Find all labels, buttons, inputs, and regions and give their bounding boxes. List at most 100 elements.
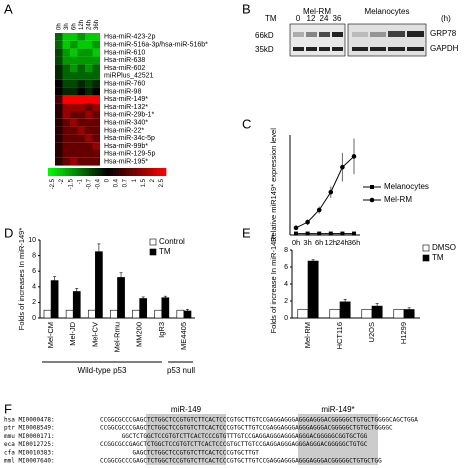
colorbar-cell (59, 168, 64, 176)
heat-cell (85, 79, 93, 88)
colorbar-label: 0 (105, 178, 111, 182)
colorbar-cell (151, 168, 155, 176)
heat-cell (85, 72, 93, 80)
legend-label: Control (159, 237, 185, 246)
heat-cell (92, 87, 100, 96)
heat-cell (62, 134, 70, 143)
bar (95, 251, 103, 319)
marker (316, 207, 322, 213)
legend-swatch (149, 238, 157, 246)
x-tick-label: 36h (348, 238, 361, 247)
heat-cell (77, 64, 85, 72)
marker (293, 225, 299, 231)
unit-label: (h) (441, 14, 451, 23)
colorbar-cell (77, 168, 81, 176)
heat-cell (92, 157, 100, 166)
bar (307, 260, 319, 319)
heat-cell (55, 40, 63, 49)
colorbar-cell (112, 168, 117, 176)
heat-cell (70, 40, 78, 49)
species-label: mmu MI0000171: (4, 433, 55, 440)
heat-cell (77, 157, 85, 166)
time-label: 36 (333, 14, 342, 23)
x-tick-label: MM200 (135, 322, 144, 347)
heat-cell (70, 103, 78, 111)
panel-label: E (242, 225, 251, 240)
bar (139, 298, 148, 319)
heat-cell (85, 33, 93, 41)
region-label: miR-149 (171, 405, 202, 414)
species-label: hsa MI0000478: (4, 417, 55, 424)
y-tick-label: 0 (284, 315, 288, 322)
species-label: ptr MI0008549: (4, 425, 55, 432)
bar (361, 309, 373, 319)
x-tick-label: 24h (336, 238, 349, 247)
heat-cell (62, 40, 70, 49)
x-tick-label: 3h (303, 238, 311, 247)
heat-cell (62, 126, 70, 135)
heat-cell (85, 56, 93, 65)
colorbar-label: 2.5 (159, 178, 165, 187)
heat-cell (70, 33, 78, 41)
sequence: CCGGCGCCGAGCTCTGGCTCCGTGTCTTCACTCCCGTGCT… (100, 441, 368, 448)
x-tick-label: 0h (292, 238, 300, 247)
panel-label: F (4, 401, 12, 416)
row-label: miRPlus_42521 (104, 73, 154, 80)
heat-cell (77, 33, 85, 41)
x-tick-label: Mel-CV (90, 322, 99, 347)
bar (72, 291, 81, 319)
y-tick-label: 6 (284, 264, 288, 271)
heat-cell (62, 95, 70, 104)
group-label: Melanocytes (365, 7, 410, 16)
heat-cell (70, 134, 78, 143)
colorbar-cell (86, 168, 90, 176)
bar (50, 280, 59, 319)
heat-cell (62, 64, 70, 72)
marker (294, 231, 298, 236)
colorbar-cell (121, 168, 125, 176)
heat-cell (77, 48, 85, 57)
bar (329, 309, 341, 319)
blot-bands (293, 31, 424, 51)
heat-cell (55, 64, 63, 72)
treatment-label: TM (265, 14, 277, 23)
heat-cell (85, 87, 93, 96)
heat-cell (92, 126, 100, 135)
row-label: Hsa-miR-132* (104, 104, 148, 111)
y-tick-label: 6 (32, 268, 36, 275)
heat-cell (77, 40, 85, 49)
heat-cell (85, 103, 93, 111)
colorbar-cell (130, 168, 134, 176)
heat-cell (92, 142, 100, 150)
legend-label: TM (432, 253, 444, 262)
colorbar-cell (136, 168, 140, 176)
heat-cell (62, 48, 70, 57)
species-label: cfa MI0010383: (4, 449, 55, 456)
colorbar-label: -1 (77, 178, 83, 184)
row-label: Hsa-miR-149* (104, 96, 148, 103)
bar (161, 297, 170, 319)
time-label: 24 (320, 14, 329, 23)
sequence: CCGGCGCCCGAGCTCTGGCTCCGTGTCTTCACTCCCGTGC… (100, 458, 382, 465)
colorbar-label: -1.5 (68, 178, 74, 189)
colorbar-cell (92, 168, 96, 176)
heat-cell (62, 157, 70, 166)
colorbar-cell (118, 168, 123, 176)
panel-label: A (4, 1, 13, 16)
blot-box (347, 23, 427, 57)
heat-cell (92, 48, 100, 57)
marker (305, 219, 310, 225)
heat-cell (55, 126, 63, 135)
colorbar-cell (56, 168, 61, 176)
y-axis-label: Relative miR149* expression level (269, 128, 278, 242)
row-label: Hsa-miR-423-2p (104, 34, 155, 41)
heat-cell (77, 79, 85, 88)
y-axis-label: Folds of increase In miR-149* (269, 235, 278, 334)
heat-cell (62, 118, 70, 127)
colorbar-label: -0.7 (86, 178, 92, 189)
colorbar-cell (115, 168, 120, 176)
sequence: CCGGCGCCCGAGCTCTGGCTCCGTGTCTTCACTCCCGTGC… (100, 425, 393, 432)
x-tick-label: 6h (315, 238, 323, 247)
column-label: 36h (94, 20, 100, 30)
marker (328, 189, 334, 195)
